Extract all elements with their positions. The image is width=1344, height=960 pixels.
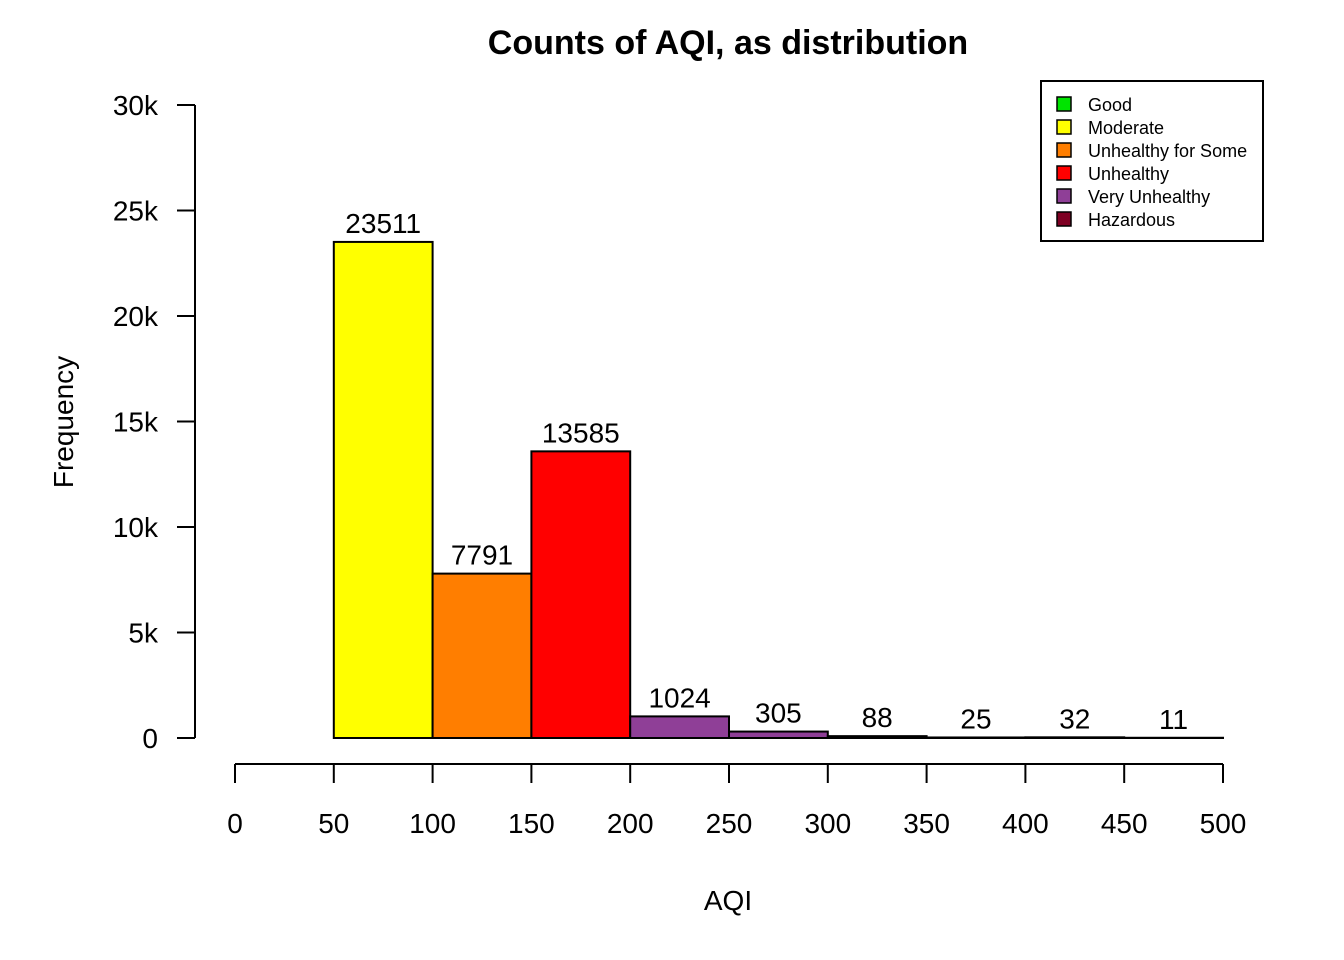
legend-box [1040,80,1264,242]
legend-label: Unhealthy [1088,164,1169,184]
bar-value-label: 11 [1159,704,1188,735]
histogram-bar [826,735,928,739]
y-tick-label: 25k [113,196,159,227]
y-tick-label: 0 [142,723,158,754]
histogram-bar [1024,736,1126,740]
x-axis: 0 50 100 150 200 250 300 350 400 450 500 [227,763,1247,839]
x-tick-label: 100 [409,808,456,839]
x-tick-label: 150 [508,808,555,839]
x-tick-label: 400 [1002,808,1049,839]
histogram-bar [431,572,533,740]
legend: Good Moderate Unhealthy for Some Unhealthy V… [1040,80,1264,242]
histogram-bar [629,715,731,740]
y-tick-label: 10k [113,512,159,543]
y-axis-label: Frequency [48,356,79,488]
bar-value-label: 13585 [542,417,620,448]
x-tick-label: 350 [903,808,950,839]
x-tick-label: 450 [1101,808,1148,839]
legend-label: Moderate [1088,118,1164,138]
x-axis-label: AQI [704,885,752,916]
y-tick-label: 30k [113,90,159,121]
legend-swatch [1056,165,1072,181]
bar-value-labels: 23511 7791 13585 1024 305 88 25 32 11 [345,208,1188,735]
y-tick-label: 20k [113,301,159,332]
bar-value-label: 32 [1059,703,1090,734]
y-tick-label: 5k [128,618,159,649]
x-tick-label: 0 [227,808,243,839]
bar-value-label: 88 [862,702,893,733]
legend-swatch [1056,211,1072,227]
legend-label: Unhealthy for Some [1088,141,1247,161]
legend-swatch [1056,142,1072,158]
legend-label: Hazardous [1088,210,1175,230]
y-axis: 0 5k 10k 15k 20k 25k 30k [113,90,196,754]
histogram-bar [925,736,1027,739]
legend-swatch [1056,119,1072,135]
x-tick-label: 250 [706,808,753,839]
histogram-bar [530,450,632,739]
bar-value-label: 23511 [345,208,421,239]
legend-label: Good [1088,95,1132,115]
histogram-bars [332,240,1224,740]
legend-label: Very Unhealthy [1088,187,1210,207]
legend-swatch [1056,188,1072,204]
x-tick-label: 50 [318,808,349,839]
legend-swatch [1056,96,1072,112]
bar-value-label: 25 [960,703,991,734]
x-tick-label: 200 [607,808,654,839]
bar-value-label: 305 [755,698,802,729]
x-tick-label: 500 [1200,808,1247,839]
bar-value-label: 7791 [451,540,513,571]
bar-value-label: 1024 [648,682,710,713]
chart-title: Counts of AQI, as distribution [488,24,968,62]
x-tick-label: 300 [804,808,851,839]
histogram-bar [728,730,829,740]
y-tick-label: 15k [113,407,159,438]
histogram-bar [332,240,434,739]
